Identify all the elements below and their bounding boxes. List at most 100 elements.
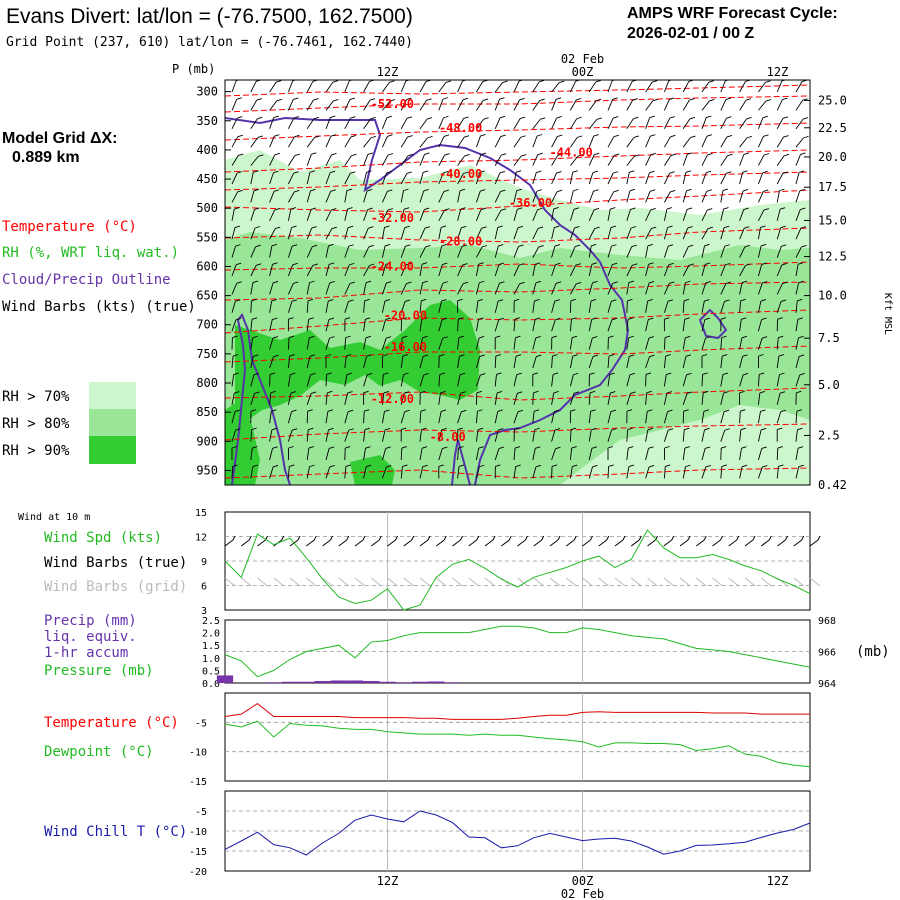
- wind-barb-flag: [592, 354, 599, 358]
- legend-rh70: RH > 70%: [2, 389, 70, 405]
- wind-barb: [306, 172, 311, 185]
- temp-tick-label: -15: [189, 777, 207, 788]
- wind-barb-flag: [648, 317, 654, 320]
- wind-barb: [757, 374, 760, 387]
- wind-barb-flag: [271, 299, 277, 302]
- wind-barb: [607, 429, 612, 442]
- wind-barb: [776, 227, 782, 240]
- wind-barb-true-flag: [378, 535, 382, 541]
- wind-barb-flag: [594, 152, 600, 156]
- wind-barb-flag: [704, 262, 711, 265]
- wind-barb-flag: [441, 428, 447, 431]
- wind-barb: [795, 356, 800, 369]
- wind-barb: [569, 227, 575, 240]
- wind-barb-flag: [477, 409, 483, 412]
- wind-barb-flag: [424, 152, 430, 155]
- wind-barb-flag: [421, 446, 428, 449]
- wind-barb: [287, 411, 292, 424]
- wind-barb-flag: [346, 188, 353, 192]
- wind-barb-flag: [366, 354, 372, 357]
- wind-barb: [438, 245, 443, 258]
- wind-barb-flag: [746, 135, 753, 139]
- wind-barb-flag: [570, 427, 577, 431]
- wind-barb: [570, 155, 579, 166]
- wind-barb: [457, 118, 464, 130]
- wind-barb-flag: [389, 80, 395, 83]
- wind-barb-flag: [559, 80, 565, 84]
- wind-barb: [475, 319, 479, 332]
- wind-barb-flag: [347, 207, 353, 210]
- wind-barb-flag: [366, 170, 372, 173]
- wind-barb-flag: [462, 263, 468, 266]
- wind-barb-flag: [778, 464, 784, 467]
- wind-chill-line: [224, 810, 811, 856]
- wind-barb: [250, 99, 258, 111]
- wind-barb-flag: [293, 281, 299, 284]
- wind-barb-flag: [347, 391, 353, 394]
- wind-barb: [400, 209, 405, 221]
- wind-barb-flag: [329, 465, 335, 468]
- wind-barb-flag: [406, 171, 412, 174]
- wind-barb-flag: [498, 428, 504, 431]
- wind-barb-flag: [555, 97, 562, 100]
- wind-barb-true-flag: [752, 535, 756, 541]
- wind-barb-flag: [686, 391, 693, 394]
- wind-barb-flag: [330, 134, 337, 137]
- wind-barb-true: [695, 539, 705, 547]
- wind-barb-flag: [667, 299, 674, 302]
- wind-barb: [363, 154, 369, 166]
- wind-barb: [645, 411, 648, 424]
- wind-barb-flag: [575, 263, 581, 266]
- wind-barb-flag: [703, 409, 710, 412]
- wind-barb: [645, 429, 649, 442]
- wind-barb-flag: [460, 391, 466, 394]
- wind-barb: [325, 300, 329, 313]
- wind-barb: [607, 392, 611, 405]
- wind-barb: [513, 155, 522, 166]
- wind-barb-flag: [442, 281, 449, 284]
- wind-barb-flag: [574, 244, 581, 247]
- wind-barb: [457, 246, 463, 258]
- wind-barb-flag: [648, 262, 654, 265]
- wind-barb-flag: [427, 135, 433, 139]
- wind-barb-flag: [704, 243, 710, 247]
- wind-barb-flag: [724, 244, 730, 247]
- wind-barb: [739, 81, 746, 93]
- temp-tick-label: -10: [189, 748, 207, 759]
- wind-barb: [363, 172, 367, 185]
- wind-barb: [532, 228, 539, 240]
- wind-barb: [344, 283, 351, 295]
- wind-barb: [626, 155, 635, 166]
- wind-barb-flag: [422, 280, 428, 284]
- wind-speed-label: Wind Spd (kts): [44, 530, 162, 546]
- wind-barb: [231, 191, 239, 203]
- wind-barb: [250, 374, 255, 387]
- wind-barb-true: [468, 539, 478, 547]
- precip-bar: [363, 680, 380, 683]
- wind-barb: [739, 282, 743, 295]
- wind-barb-flag: [536, 189, 543, 192]
- wind-barb-flag: [721, 464, 727, 467]
- wind-barb-grid: [614, 577, 626, 587]
- wind-barb-flag: [425, 244, 431, 248]
- wind-barb-flag: [664, 446, 670, 449]
- wind-barb: [532, 429, 536, 442]
- wind-barb: [494, 355, 497, 369]
- precip-tick-label: 2.5: [202, 616, 220, 627]
- wind-barb-flag: [723, 409, 730, 413]
- wind-barb-flag: [798, 280, 804, 284]
- wind-barb-flag: [517, 207, 523, 210]
- wind-barb-flag: [235, 428, 241, 431]
- wind-barb-grid: [273, 577, 285, 587]
- wind-barb-flag: [311, 152, 317, 155]
- precip-label-accum: 1-hr accum: [44, 645, 128, 661]
- wind-barb: [739, 300, 742, 313]
- wind-barb-flag: [742, 354, 748, 357]
- wind-barb-flag: [308, 446, 314, 449]
- wind-barb: [325, 392, 328, 405]
- wind-barb-flag: [741, 317, 747, 320]
- wind-barb: [400, 136, 408, 148]
- wind-barb-flag: [370, 117, 376, 120]
- wind-barb-flag: [364, 298, 370, 302]
- wind-barb: [269, 264, 273, 277]
